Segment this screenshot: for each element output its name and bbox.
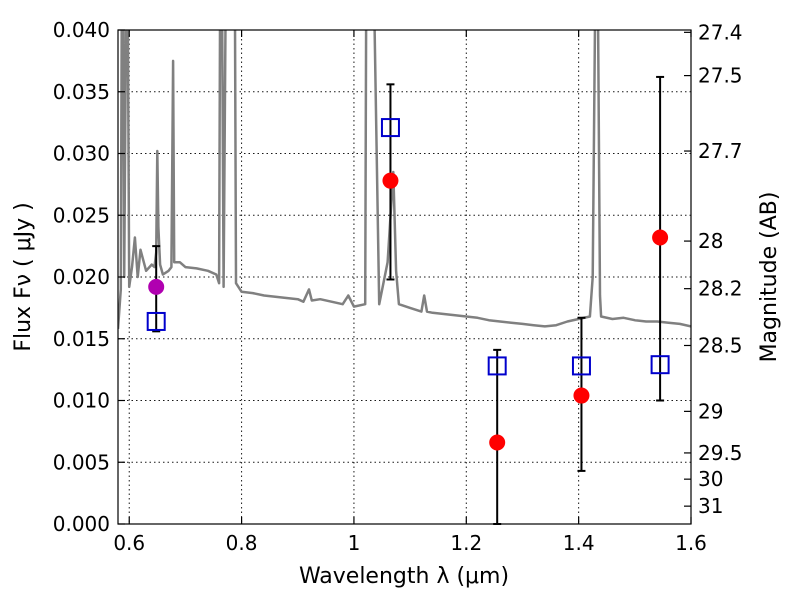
axes-layer: 0.6 0.8 1 1.2 1.4 1.6 0.000 0.005 0.010 0.015 0.02… xyxy=(53,18,743,555)
y-tick-label: 0.010 xyxy=(53,389,110,413)
y2-tick-label: 30 xyxy=(698,467,723,491)
y-tick-label: 0.020 xyxy=(53,265,110,289)
spectrum-layer xyxy=(118,30,691,329)
x-tick-label: 1.6 xyxy=(675,531,707,555)
y-tick-label: 0.035 xyxy=(53,80,110,104)
y-tick-label: 0.030 xyxy=(53,142,110,166)
model-spectrum-line xyxy=(118,30,691,329)
x-tick-label: 0.6 xyxy=(113,531,145,555)
y2-tick-label: 28.2 xyxy=(698,277,743,301)
y2-tick-label: 31 xyxy=(698,494,723,518)
y-tick-label: 0.025 xyxy=(53,203,110,227)
data-point-circle xyxy=(573,387,590,404)
y-tick-label: 0.040 xyxy=(53,18,110,42)
y2-tick-label: 29.5 xyxy=(698,441,743,465)
grid-layer xyxy=(118,29,692,525)
y-tick-label: 0.005 xyxy=(53,450,110,474)
marker-layer xyxy=(146,118,670,451)
y2-tick-label: 27.4 xyxy=(698,20,743,44)
x-tick-label: 1.2 xyxy=(450,531,482,555)
x-axis-label: Wavelength λ (μm) xyxy=(299,564,509,589)
plot-frame xyxy=(117,29,692,525)
y-tick-label: 0.015 xyxy=(53,327,110,351)
model-point-square xyxy=(650,355,670,375)
model-point-square xyxy=(146,311,166,331)
y-tick-label: 0.000 xyxy=(53,512,110,536)
x-tick-label: 1.4 xyxy=(563,531,595,555)
y-axis-label: Flux Fν ( μJy ) xyxy=(11,202,36,351)
y2-tick-label: 29 xyxy=(698,399,723,423)
y2-tick-label: 27.5 xyxy=(698,64,743,88)
data-point-circle xyxy=(148,278,165,295)
model-point-square xyxy=(571,356,591,376)
model-point-square xyxy=(487,356,507,376)
y2-tick-label: 27.7 xyxy=(698,139,743,163)
x-tick-label: 1 xyxy=(348,531,361,555)
y2-tick-label: 28.5 xyxy=(698,333,743,357)
data-point-circle xyxy=(489,434,506,451)
errorbar-layer xyxy=(152,75,665,525)
data-point-circle xyxy=(382,172,399,189)
data-point-circle xyxy=(652,229,669,246)
x-tick-label: 0.8 xyxy=(226,531,258,555)
y2-tick-label: 28 xyxy=(698,229,723,253)
model-point-square xyxy=(380,118,400,138)
y2-axis-label: Magnitude (AB) xyxy=(757,192,782,363)
